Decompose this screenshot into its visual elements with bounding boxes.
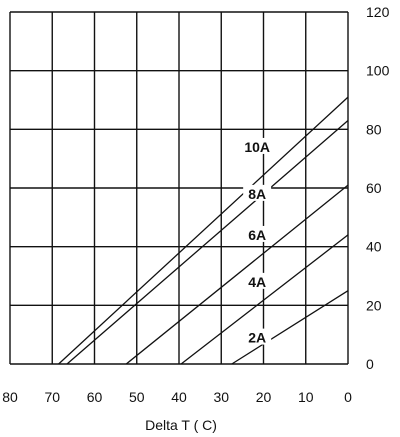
series-label-8a: 8A: [248, 186, 266, 202]
y-tick-label: 100: [366, 63, 390, 79]
series-label-6a: 6A: [248, 227, 266, 243]
x-tick-label: 30: [213, 389, 229, 405]
y-axis-ticks: 0 20 40 60 80 100 120: [366, 4, 390, 372]
y-tick-label: 0: [366, 356, 374, 372]
series-line-6a: [125, 184, 349, 365]
series-line-8a: [66, 120, 349, 365]
series-line-2a: [231, 290, 349, 365]
series-lines: [58, 96, 349, 365]
x-tick-label: 50: [129, 389, 145, 405]
grid: [9, 11, 349, 365]
x-axis-ticks: 80 70 60 50 40 30 20 10 0: [2, 389, 352, 405]
x-tick-label: 40: [171, 389, 187, 405]
series-label-backing: [243, 225, 272, 242]
y-tick-label: 20: [366, 297, 382, 313]
series-label-10a: 10A: [244, 139, 270, 155]
x-tick-label: 10: [298, 389, 314, 405]
y-tick-label: 80: [366, 121, 382, 137]
series-line-4a: [180, 234, 349, 365]
series-label-backing: [243, 328, 272, 345]
series-label-backing: [243, 137, 272, 154]
x-tick-label: 60: [87, 389, 103, 405]
x-tick-label: 70: [44, 389, 60, 405]
x-tick-label: 0: [344, 389, 352, 405]
series-label-backing: [243, 272, 272, 289]
series-line-10a: [58, 96, 349, 365]
y-tick-label: 40: [366, 239, 382, 255]
series-label-backing: [243, 184, 272, 201]
x-axis-title: Delta T ( C): [145, 417, 217, 433]
y-tick-label: 60: [366, 180, 382, 196]
series-labels: 10A 8A 6A 4A 2A: [243, 137, 272, 346]
x-tick-label: 20: [256, 389, 272, 405]
y-tick-label: 120: [366, 4, 390, 20]
series-label-4a: 4A: [248, 274, 266, 290]
series-label-2a: 2A: [248, 330, 266, 346]
x-tick-label: 80: [2, 389, 18, 405]
